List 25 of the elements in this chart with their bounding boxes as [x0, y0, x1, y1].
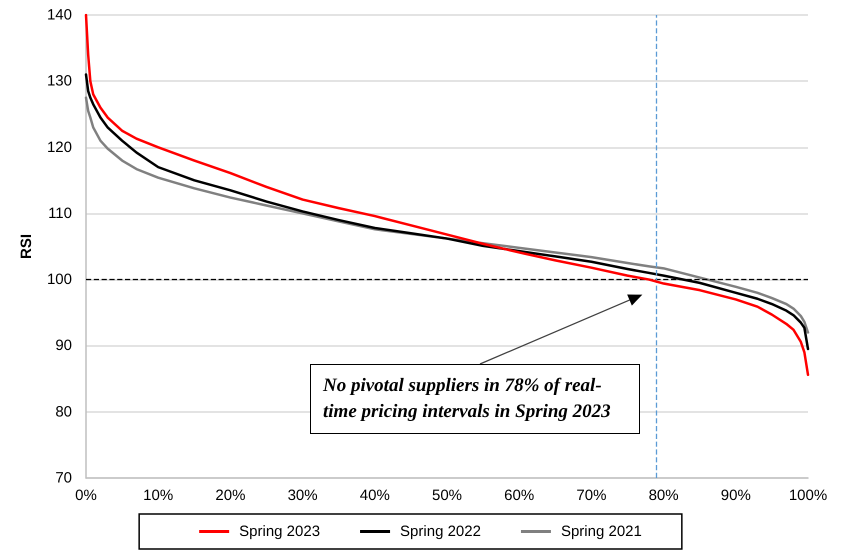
y-tick-label: 80	[55, 403, 72, 420]
y-axis-title: RSI	[18, 234, 35, 260]
x-tick-label: 70%	[576, 487, 606, 504]
y-tick-label: 100	[46, 271, 72, 288]
y-tick-label: 110	[48, 204, 72, 222]
y-tick-label: 140	[46, 6, 72, 24]
x-tick-label: 80%	[648, 487, 679, 504]
x-tick-label: 0%	[75, 487, 97, 504]
x-tick-label: 10%	[143, 487, 174, 504]
y-tick-label: 90	[55, 337, 72, 354]
y-tick-label: 120	[46, 138, 72, 156]
line-series	[84, 14, 810, 376]
x-tick-label: 20%	[215, 487, 246, 504]
x-tick-label: 40%	[360, 487, 390, 504]
x-tick-label: 50%	[432, 487, 462, 504]
legend-label: Spring 2023	[239, 523, 320, 540]
x-tick-label: 90%	[720, 487, 751, 504]
x-tick-label: 30%	[288, 487, 318, 504]
legend-label: Spring 2022	[400, 523, 481, 540]
annotation: No pivotal suppliers in 78% of real-time pricing intervals in Spring 2023	[310, 364, 640, 434]
legend-label: Spring 2021	[560, 523, 642, 540]
y-tick-label: 70	[55, 470, 72, 486]
x-tick-label: 100%	[788, 487, 828, 504]
x-tick-label: 60%	[504, 487, 534, 504]
y-tick-label: 130	[46, 72, 72, 90]
